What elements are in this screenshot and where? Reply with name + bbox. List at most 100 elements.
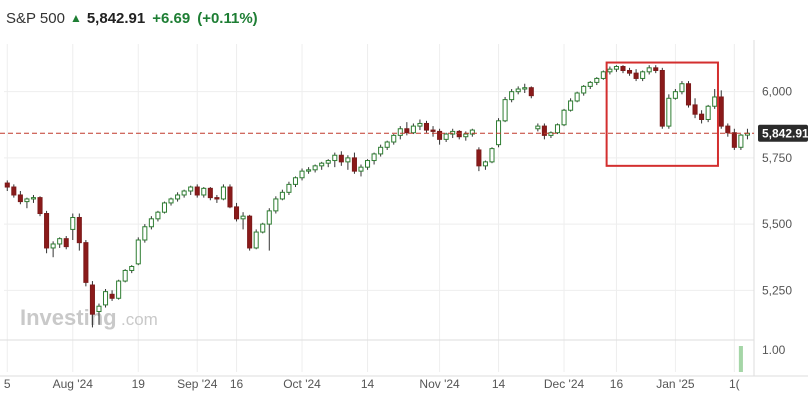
candle-body-up [240,215,246,220]
candle [568,98,574,112]
candle-body-up [253,231,259,249]
candle-body-up [666,97,672,127]
candle-body-up [600,71,606,79]
candle-body-up [57,238,63,245]
x-tick-label: Aug '24 [53,377,94,391]
candle [620,65,626,74]
candle [201,187,207,198]
candle [168,197,174,206]
candle-body-up [613,66,619,70]
candle-body-up [509,91,515,101]
time-axis: 5 Aug '24 19 Sep '24 16 Oct '24 14 Nov '24 14 Dec… [4,377,740,391]
candle-body-down [83,242,89,283]
candle-body-up [365,160,371,168]
candle [116,279,122,300]
candle-body-up [712,96,718,107]
candle-body-up [679,83,685,93]
candle-body-down [44,213,50,249]
x-tick-label: 14 [361,377,375,391]
candle [535,123,541,132]
candle-body-up [30,197,37,200]
candle [397,126,403,140]
candle [57,237,63,248]
candle-body-down [456,130,462,138]
candle [30,194,37,203]
candle [332,152,338,168]
candle [699,110,705,124]
candle-body-down [476,149,482,167]
candle [135,237,141,266]
candle-body-up [306,169,312,172]
candle-body-up [260,223,266,233]
candle [122,269,128,283]
candle [607,66,613,75]
x-tick-label: 5 [4,377,11,391]
candle [744,128,750,140]
candle-body-down [685,83,692,106]
candle-body-up [397,128,403,136]
candle [613,65,619,72]
candle [365,159,371,170]
candle-body-up [148,218,154,228]
candle-body-up [607,68,613,73]
candle-body-down [541,125,547,136]
candle [253,229,259,250]
candle [292,176,299,188]
candle [102,289,109,308]
candle-body-up [345,157,351,163]
candle-body-down [627,69,633,74]
candle-body-up [522,87,528,90]
candle-body-up [319,162,325,167]
candle-body-up [378,146,384,155]
candle-body-down [207,187,213,199]
candle [50,241,56,258]
candle [443,132,449,142]
candle-body-down [423,122,430,131]
price-change: +6.69 [152,9,191,27]
candle-body-up [515,88,521,93]
candle-body-up [450,130,456,135]
candle-body-up [292,177,299,185]
candle [312,164,318,173]
candle [509,89,515,103]
candle [456,130,462,140]
candle-body-down [227,186,233,208]
candle [731,128,737,150]
watermark-suffix: .com [121,310,158,329]
candle [528,86,534,99]
candle [653,65,659,74]
candle [594,77,600,86]
candle [633,69,639,82]
candle [76,213,82,251]
y-tick-label: 5,500 [762,217,792,231]
candle-body-up [587,81,593,87]
candle [712,89,718,109]
candle-body-up [463,133,469,138]
candle [561,108,567,127]
candle [175,192,181,202]
candle [24,197,30,209]
price-tag-background [758,124,808,142]
candle-body-up [70,216,76,230]
candle [541,123,547,140]
candle-body-down [528,87,534,97]
candle-body-up [489,148,495,163]
candle-body-down [620,66,626,71]
candle-body-up [548,132,554,136]
candle [70,213,76,240]
candle-body-down [633,72,639,79]
candle [194,184,200,198]
candle-body-down [89,284,95,315]
volume-bar [738,346,743,372]
candle [17,191,23,205]
candle [338,151,344,166]
candle [482,160,488,170]
x-tick-label: 19 [132,377,146,391]
candle-body-up [188,186,194,192]
candle [646,65,652,75]
candle-body-down [404,128,410,134]
symbol-name: S&P 500 [6,9,65,27]
price-change-percent: (+0.11%) [197,9,258,27]
candle-body-up [469,129,475,135]
